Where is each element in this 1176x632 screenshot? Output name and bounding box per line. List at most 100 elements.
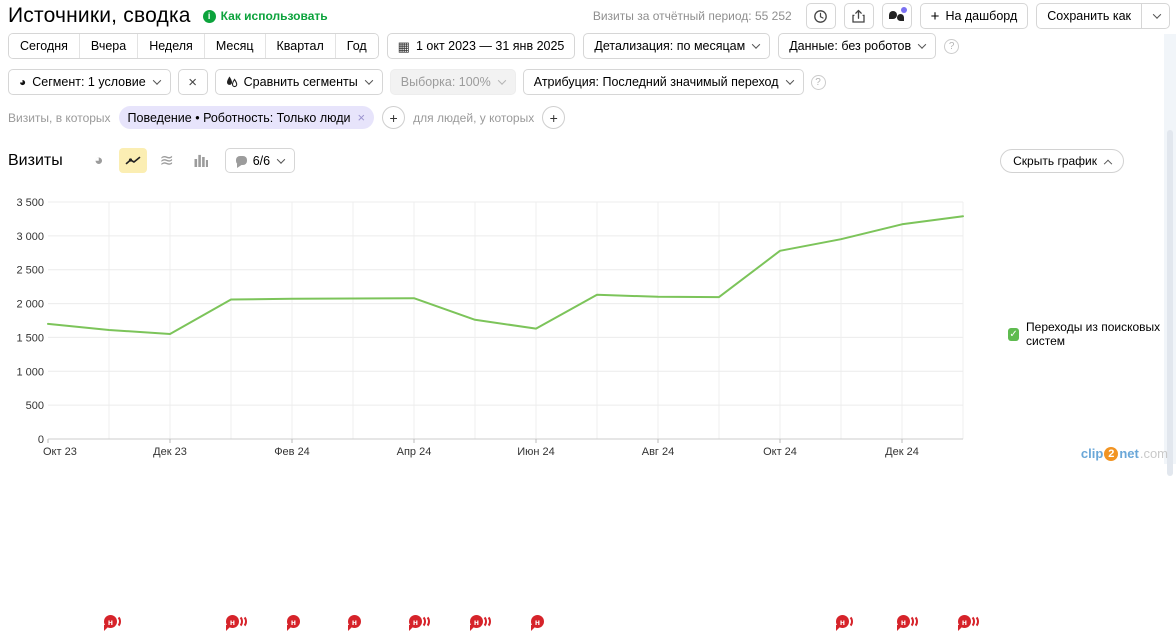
preset-квартал[interactable]: Квартал	[266, 34, 336, 58]
chart-type-switcher: ◕ ≋	[85, 148, 215, 173]
info-icon: i	[203, 10, 216, 23]
segment-pie-icon: ◕	[19, 76, 26, 88]
how-to-use-label[interactable]: Как использовать	[221, 9, 328, 23]
preset-месяц[interactable]: Месяц	[205, 34, 266, 58]
watermark-part: 2	[1104, 447, 1118, 461]
chart-type-pie-button[interactable]: ◕	[85, 148, 113, 173]
segment-bar: ◕ Сегмент: 1 условие × Сравнить сегменты…	[8, 69, 826, 95]
note-bubble-icon: н	[531, 615, 544, 628]
segment-label: Сегмент: 1 условие	[32, 75, 145, 89]
notes-counter-button[interactable]: 6/6	[225, 148, 295, 173]
chevron-down-icon	[752, 40, 760, 48]
export-icon	[851, 9, 866, 24]
note-bubble-icon: н	[104, 615, 117, 628]
hide-chart-button[interactable]: Скрыть график	[1000, 149, 1124, 173]
chevron-down-icon	[365, 76, 373, 84]
data-mode-label: Данные: без роботов	[789, 39, 911, 53]
svg-text:Фев 24: Фев 24	[274, 446, 310, 458]
svg-text:Апр 24: Апр 24	[397, 446, 432, 458]
note-bubble-icon: н	[287, 615, 300, 628]
svg-text:1 500: 1 500	[16, 332, 44, 344]
close-icon: ×	[188, 74, 197, 91]
stacked-area-icon: ≋	[160, 152, 174, 169]
watermark-part: net	[1119, 446, 1139, 461]
svg-text:Дек 23: Дек 23	[153, 446, 187, 458]
svg-text:Авг 24: Авг 24	[642, 446, 674, 458]
preset-сегодня[interactable]: Сегодня	[9, 34, 80, 58]
chevron-down-icon	[1152, 10, 1160, 18]
filter-chip-label: Поведение • Роботность: Только люди	[128, 111, 351, 125]
chart-type-line-button[interactable]	[119, 148, 147, 173]
watermark-part: .com	[1140, 446, 1168, 461]
chevron-down-icon	[785, 76, 793, 84]
visits-filter-label: Визиты, в которых	[8, 111, 111, 125]
note-bubble-icon: н	[958, 615, 971, 628]
segment-button[interactable]: ◕ Сегмент: 1 условие	[8, 69, 171, 95]
attribution-button[interactable]: Атрибуция: Последний значимый переход	[523, 69, 804, 95]
note-bubble-icon: н	[897, 615, 910, 628]
save-as-split-button: Сохранить как	[1036, 3, 1170, 29]
columns-chart-icon	[194, 154, 208, 167]
svg-text:Июн 24: Июн 24	[517, 446, 555, 458]
sampling-label: Выборка: 100%	[401, 75, 491, 89]
scrollbar-thumb[interactable]	[1167, 130, 1173, 476]
notification-dot	[901, 7, 907, 13]
visits-total: Визиты за отчётный период: 55 252	[593, 9, 792, 23]
people-filter-label: для людей, у которых	[413, 111, 534, 125]
compare-segments-label: Сравнить сегменты	[244, 75, 358, 89]
save-as-button[interactable]: Сохранить как	[1036, 3, 1142, 29]
data-mode-button[interactable]: Данные: без роботов	[778, 33, 936, 59]
note-bubble-icon: н	[409, 615, 422, 628]
svg-text:500: 500	[26, 400, 44, 412]
svg-text:1 000: 1 000	[16, 366, 44, 378]
legend-checkbox[interactable]: ✓	[1008, 328, 1019, 341]
svg-text:2 500: 2 500	[16, 265, 44, 277]
clear-segment-button[interactable]: ×	[178, 69, 208, 95]
speech-bubble-icon	[236, 156, 247, 165]
clip2net-watermark: clip 2 net .com	[1081, 446, 1168, 461]
add-people-condition-button[interactable]: +	[542, 106, 565, 129]
add-visit-condition-button[interactable]: +	[382, 106, 405, 129]
drops-icon	[226, 76, 238, 89]
chevron-up-icon	[1104, 160, 1112, 168]
notifications-button[interactable]	[882, 3, 912, 29]
calendar-grid-icon: ▦	[398, 40, 410, 53]
help-icon[interactable]: ?	[944, 39, 959, 54]
compare-segments-button[interactable]: Сравнить сегменты	[215, 69, 383, 95]
attribution-label: Атрибуция: Последний значимый переход	[534, 75, 779, 89]
save-as-menu-button[interactable]	[1142, 3, 1170, 29]
date-range-button[interactable]: ▦ 1 окт 2023 — 31 янв 2025	[387, 33, 576, 59]
preset-вчера[interactable]: Вчера	[80, 34, 138, 58]
remove-chip-icon[interactable]: ×	[358, 110, 366, 125]
filter-bar: Визиты, в которых Поведение • Роботность…	[8, 106, 565, 129]
how-to-use-link[interactable]: i Как использовать	[203, 9, 328, 23]
svg-text:2 000: 2 000	[16, 299, 44, 311]
plus-icon: +	[931, 8, 940, 25]
legend-item-search-traffic[interactable]: ✓ Переходы из поисковых систем	[1008, 320, 1176, 348]
detalization-label: Детализация: по месяцам	[594, 39, 745, 53]
export-button[interactable]	[844, 3, 874, 29]
chevron-down-icon	[277, 155, 285, 163]
chevron-down-icon	[918, 40, 926, 48]
page-title: Источники, сводка	[8, 4, 191, 28]
sampling-button[interactable]: Выборка: 100%	[390, 69, 516, 95]
report-header: Источники, сводка i Как использовать Виз…	[8, 3, 1170, 29]
metric-title: Визиты	[8, 152, 63, 170]
preset-год[interactable]: Год	[336, 34, 378, 58]
detalization-button[interactable]: Детализация: по месяцам	[583, 33, 770, 59]
scrollbar[interactable]	[1164, 34, 1176, 464]
help-icon[interactable]: ?	[811, 75, 826, 90]
chevron-down-icon	[152, 76, 160, 84]
chart-type-area-button[interactable]: ≋	[153, 148, 181, 173]
check-icon: ✓	[1009, 329, 1017, 340]
notes-count: 6/6	[253, 154, 270, 168]
chart-type-columns-button[interactable]	[187, 148, 215, 173]
date-range-label: 1 окт 2023 — 31 янв 2025	[416, 39, 564, 53]
add-to-dashboard-button[interactable]: + На дашборд	[920, 3, 1029, 29]
preset-неделя[interactable]: Неделя	[138, 34, 205, 58]
filter-chip-robots[interactable]: Поведение • Роботность: Только люди ×	[119, 106, 375, 129]
history-button[interactable]	[806, 3, 836, 29]
